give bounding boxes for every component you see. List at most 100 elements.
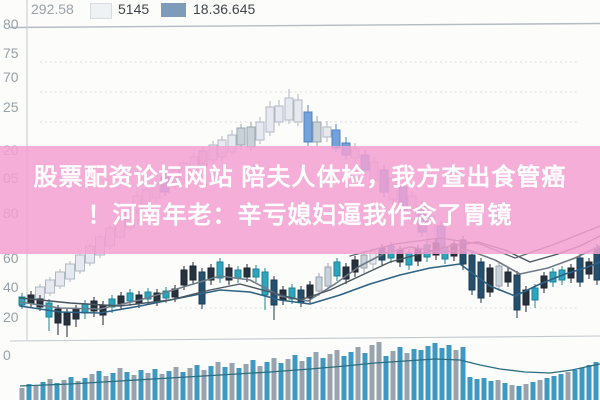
candle-body (288, 287, 296, 300)
volume-bar (593, 362, 599, 400)
volume-bar (495, 380, 501, 400)
candle-body (54, 308, 62, 324)
candle-body (75, 254, 85, 272)
volume-bar (19, 388, 25, 400)
volume-bar (488, 381, 494, 400)
volume-bar (334, 350, 340, 400)
volume-bar (89, 374, 95, 400)
candle-body (162, 290, 170, 299)
volume-bar (418, 350, 424, 400)
volume-bar (201, 370, 207, 400)
volume-bar (47, 379, 53, 400)
volume-bar (425, 346, 431, 400)
volume-bar (40, 382, 46, 400)
candle-body (303, 111, 313, 143)
candle-body (274, 105, 284, 123)
volume-bar (145, 373, 151, 400)
volume-bar (502, 383, 508, 400)
volume-bar (558, 374, 564, 400)
volume-bar (61, 380, 67, 400)
volume-bar (152, 369, 158, 400)
candle-body (261, 271, 269, 296)
volume-bar (159, 374, 165, 400)
volume-bar (544, 378, 550, 400)
candle-body (513, 274, 521, 311)
volume-bar (292, 355, 298, 400)
volume-bar (208, 366, 214, 400)
volume-bar (572, 370, 578, 400)
legend-swatch-1 (90, 3, 112, 19)
candle-body (306, 284, 314, 299)
volume-bar (530, 382, 536, 400)
legend-swatch-2 (161, 3, 186, 17)
candle-body (65, 263, 75, 280)
volume-bar (439, 348, 445, 400)
volume-bar (250, 360, 256, 400)
candle-body (126, 292, 134, 302)
volume-bar (537, 380, 543, 400)
headline-line-1: 股票配资论坛网站 陪夫人体检，我方查出食管癌 (33, 164, 567, 191)
candle-body (293, 99, 303, 123)
volume-bar (173, 367, 179, 400)
y-axis-tick-label: 70 (3, 69, 19, 85)
headline-overlay: 股票配资论坛网站 陪夫人体检，我方查出食管癌 ！河南年老：辛亏媳妇逼我作念了胃镜 (0, 146, 600, 254)
candle-body (90, 300, 98, 312)
candle-body (63, 312, 71, 326)
volume-bar (306, 357, 312, 400)
candle-body (207, 267, 215, 281)
volume-bar (180, 372, 186, 400)
volume-bar (390, 351, 396, 400)
volume-bar (131, 375, 137, 400)
candle-body (531, 287, 539, 301)
volume-bar (509, 385, 515, 400)
candle-body (315, 276, 323, 292)
volume-bar (383, 356, 389, 400)
candle-body (324, 266, 332, 287)
candle-body (36, 298, 44, 308)
volume-bar (96, 371, 102, 400)
volume-bar (222, 367, 228, 400)
volume-bar (243, 364, 249, 400)
volume-bar (166, 371, 172, 400)
candle-body (55, 271, 65, 287)
candle-body (216, 261, 224, 279)
candle-body (45, 279, 55, 294)
volume-bar (124, 372, 130, 400)
volume-bar (26, 384, 32, 400)
volume-bar (285, 359, 291, 400)
y-axis-tick-label: 0 (3, 347, 11, 363)
candle-body (18, 296, 26, 306)
candle-body (189, 265, 197, 281)
candle-body (243, 267, 251, 278)
candle-body (144, 291, 152, 300)
volume-bar (117, 368, 123, 400)
volume-bar (411, 349, 417, 400)
volume-bar (369, 345, 375, 400)
y-axis-tick-label: 75 (3, 45, 19, 61)
volume-bar (551, 376, 557, 400)
candle-body (236, 127, 246, 146)
volume-bar (432, 343, 438, 400)
volume-bar (103, 376, 109, 400)
candle-body (312, 121, 322, 143)
legend-value-3: 18.36.645 (193, 1, 256, 17)
candle-body (252, 268, 260, 278)
volume-bar (257, 366, 263, 400)
volume-bar (341, 356, 347, 400)
volume-bar (75, 381, 81, 400)
candle-body (225, 267, 233, 281)
candle-body (284, 97, 294, 121)
y-axis-tick-label: 60 (3, 250, 19, 266)
volume-bar (194, 365, 200, 400)
volume-bar (579, 368, 585, 400)
volume-bar (320, 358, 326, 400)
volume-ma-line (19, 358, 600, 387)
candle-body (504, 271, 512, 283)
volume-bar (586, 365, 592, 400)
candle-body (495, 265, 503, 287)
candle-body (486, 267, 494, 293)
frame-line (9, 335, 600, 342)
volume-bar (264, 362, 270, 400)
volume-bar (54, 383, 60, 400)
volume-bar (467, 377, 473, 400)
